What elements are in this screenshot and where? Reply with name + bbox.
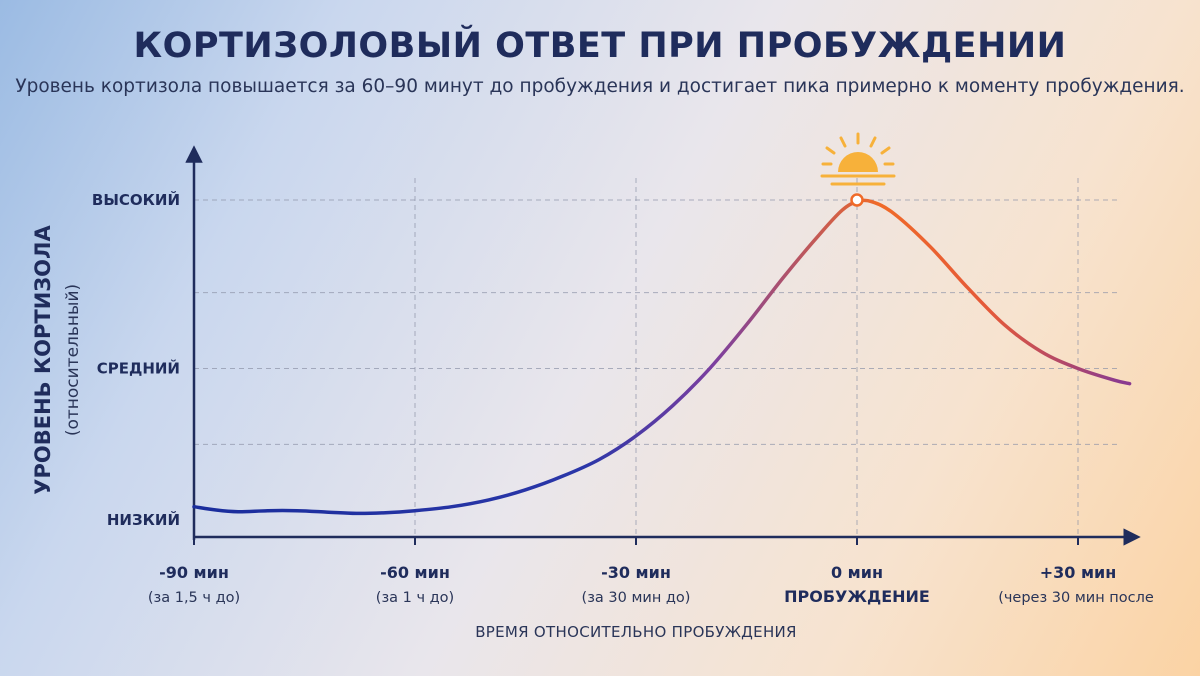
x-tick-labels: -90 мин (за 1,5 ч до) -60 мин (за 1 ч до) -3… xyxy=(148,537,1154,606)
y-tick-label-2: ВЫСОКИЙ xyxy=(92,190,180,209)
y-axis-title: УРОВЕНЬ КОРТИЗОЛА xyxy=(31,225,55,495)
y-axis-subtitle: (относительный) xyxy=(63,284,83,436)
x-axis-title: ВРЕМЯ ОТНОСИТЕЛЬНО ПРОБУЖДЕНИЯ xyxy=(475,623,797,641)
sun-disc-icon xyxy=(838,152,878,172)
x-tick-label-1: -60 мин xyxy=(380,563,450,582)
peak-marker xyxy=(850,193,864,207)
y-tick-label-0: НИЗКИЙ xyxy=(107,510,180,529)
x-tick-sublabel-3: ПРОБУЖДЕНИЕ xyxy=(784,587,930,606)
page-title: КОРТИЗОЛОВЫЙ ОТВЕТ ПРИ ПРОБУЖДЕНИИ xyxy=(133,26,1067,66)
horizontal-gridlines xyxy=(194,199,1120,445)
sun-rays-icon xyxy=(821,132,895,166)
vertical-gridlines xyxy=(414,178,1079,537)
x-tick-label-3: 0 мин xyxy=(831,563,883,582)
page-subtitle: Уровень кортизола повышается за 60–90 ми… xyxy=(15,76,1185,97)
y-tick-labels: НИЗКИЙ СРЕДНИЙ ВЫСОКИЙ xyxy=(92,190,180,529)
x-tick-label-2: -30 мин xyxy=(601,563,671,582)
x-tick-sublabel-1: (за 1 ч до) xyxy=(376,590,454,606)
cortisol-curve xyxy=(192,198,1132,516)
x-tick-sublabel-0: (за 1,5 ч до) xyxy=(148,590,240,606)
sun-icon xyxy=(820,132,896,186)
x-tick-sublabel-4: (через 30 мин после xyxy=(998,590,1154,606)
x-tick-sublabel-2: (за 30 мин до) xyxy=(582,590,691,606)
y-tick-label-1: СРЕДНИЙ xyxy=(97,359,180,378)
x-tick-label-4: +30 мин xyxy=(1040,563,1117,582)
x-tick-label-0: -90 мин xyxy=(159,563,229,582)
